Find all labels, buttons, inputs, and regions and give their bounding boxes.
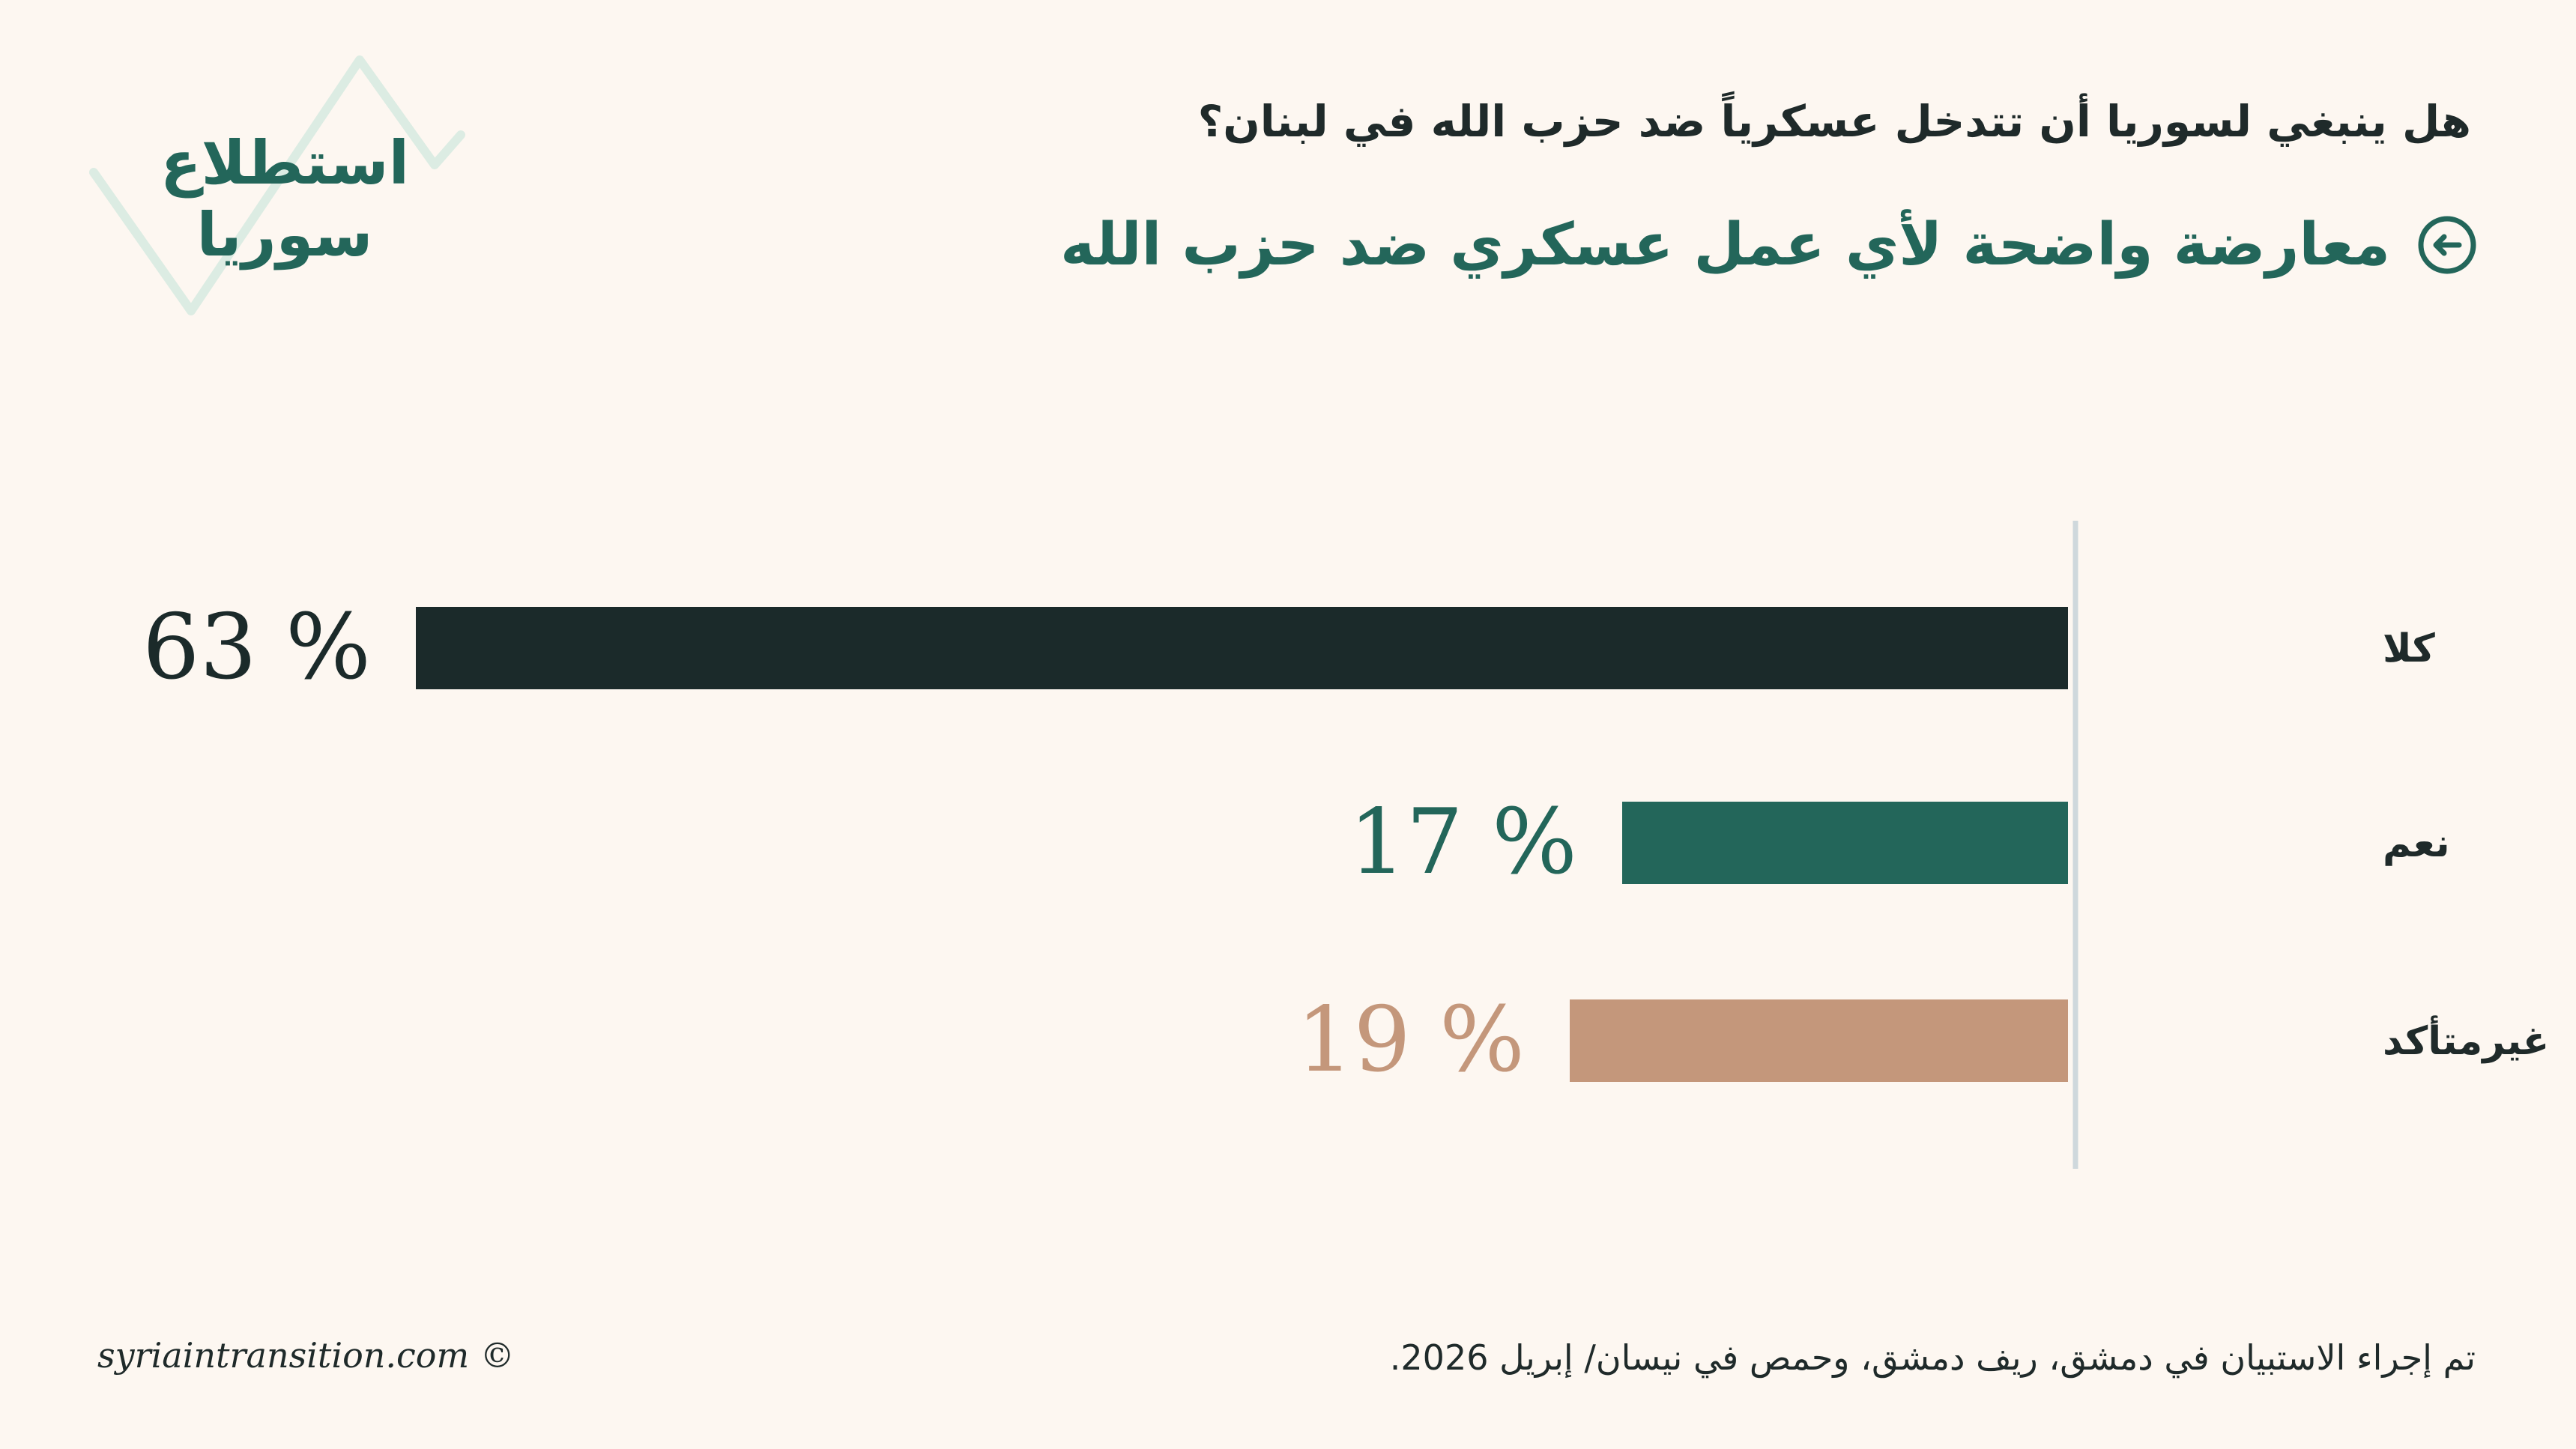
footer-note: تم إجراء الاستبيان في دمشق، ريف دمشق، وح… [1389, 1337, 2476, 1378]
circle-arrow-left-icon [2418, 216, 2476, 274]
value-label-0: 63 % [142, 596, 371, 700]
bar-1 [1622, 802, 2068, 884]
logo: استطلاع سوريا [82, 45, 472, 330]
headline: معارضة واضحة لأي عمل عسكري ضد حزب الله [1060, 211, 2479, 279]
logo-text: استطلاع سوريا [150, 127, 420, 271]
bar-2 [1570, 999, 2068, 1082]
logo-line-1: استطلاع [160, 128, 410, 198]
headline-text: معارضة واضحة لأي عمل عسكري ضد حزب الله [1060, 211, 2390, 279]
bar-0 [416, 607, 2068, 689]
logo-line-2: سوريا [196, 200, 373, 270]
logo-zigzag-icon [89, 55, 465, 315]
category-label-2: غيرمتأكد [2383, 1015, 2549, 1064]
footer-copyright: syriaintransition.com © [97, 1335, 515, 1376]
value-label-2: 19 % [1296, 988, 1525, 1092]
category-label-0: كلا [2383, 626, 2435, 671]
question-title: هل ينبغي لسوريا أن تتدخل عسكرياً ضد حزب … [1197, 96, 2471, 147]
value-label-1: 17 % [1349, 790, 1577, 895]
category-label-1: نعم [2383, 821, 2450, 866]
